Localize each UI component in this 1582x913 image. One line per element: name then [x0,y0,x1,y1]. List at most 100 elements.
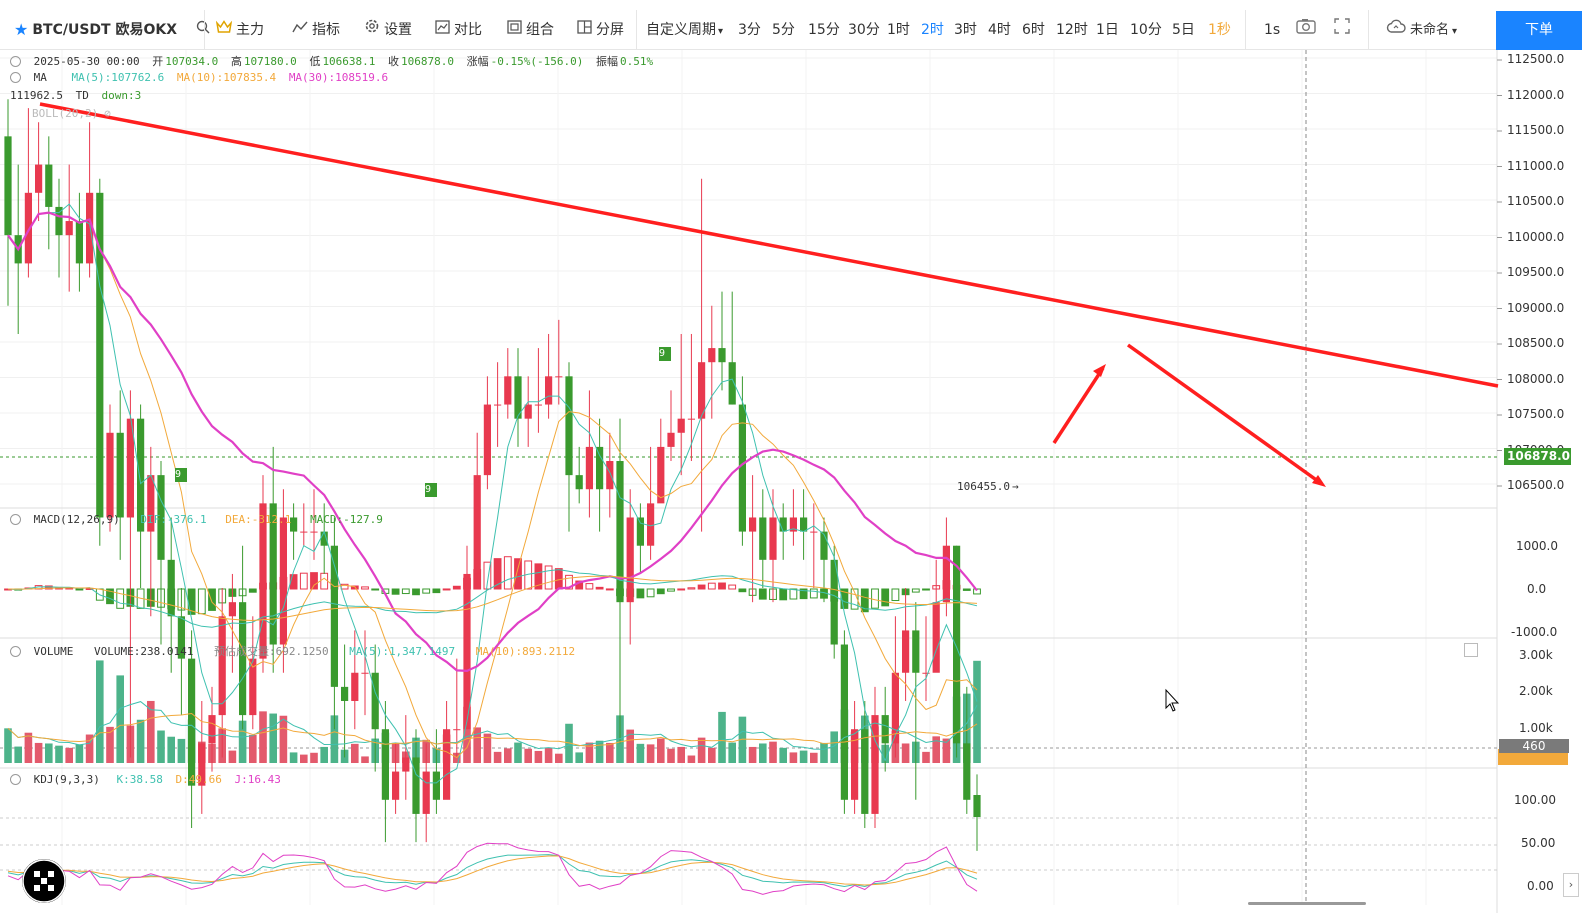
candle-body[interactable] [820,531,828,560]
candle-body[interactable] [65,221,73,236]
candle-body[interactable] [504,376,512,405]
candle-body[interactable] [137,418,145,532]
candle-body[interactable] [279,517,287,645]
candle-body[interactable] [361,672,369,674]
candle-body[interactable] [718,348,726,363]
collapse-toggle-icon[interactable] [10,773,21,785]
screenshot-button[interactable] [1296,0,1320,50]
candle-body[interactable] [320,531,328,546]
candle-body[interactable] [341,686,349,701]
horizontal-scrollbar[interactable] [1248,902,1366,905]
candle-body[interactable] [381,729,389,800]
candle-body[interactable] [432,771,440,800]
period-button-7[interactable]: 4时 [988,22,1011,38]
candle-body[interactable] [412,757,420,814]
candle-body[interactable] [769,517,777,560]
candle-body[interactable] [392,771,400,800]
candle-body[interactable] [647,503,655,546]
candle-body[interactable] [157,475,165,560]
compare-button[interactable]: 对比 [435,0,482,50]
candle-body[interactable] [45,164,53,207]
candle-body[interactable] [116,432,124,518]
collapse-toggle-icon[interactable] [10,645,21,657]
candle-body[interactable] [463,573,471,730]
candle-body[interactable] [443,729,451,800]
candle-body[interactable] [891,672,899,744]
scroll-right-icon[interactable]: › [1563,873,1579,897]
candle-body[interactable] [290,517,298,532]
candle-body[interactable] [861,729,869,814]
candle-body[interactable] [371,672,379,730]
candle-body[interactable] [616,461,624,603]
candle-body[interactable] [106,432,114,518]
candle-body[interactable] [188,658,196,786]
candle-body[interactable] [208,715,216,744]
period-button-5[interactable]: 2时 [921,22,944,38]
period-button-13[interactable]: 1秒 [1208,22,1231,38]
candle-body[interactable] [871,715,879,814]
period-button-1[interactable]: 5分 [772,22,795,38]
candle-body[interactable] [626,517,634,603]
up-arrow[interactable] [1052,367,1105,444]
candle-body[interactable] [779,517,787,532]
search-icon[interactable] [196,0,210,60]
candle-body[interactable] [738,404,746,532]
one-second-button[interactable]: 1s [1264,0,1280,50]
candle-body[interactable] [810,531,818,533]
period-button-0[interactable]: 3分 [738,22,761,38]
candle-body[interactable] [902,630,910,673]
candle-body[interactable] [300,531,308,533]
candle-body[interactable] [932,602,940,673]
candle-body[interactable] [422,771,430,814]
split-screen-button[interactable]: 分屏 [577,0,624,50]
candle-body[interactable] [534,404,542,406]
candle-body[interactable] [330,545,338,687]
candle-body[interactable] [269,503,277,645]
candle-body[interactable] [218,616,226,716]
collapse-toggle-icon[interactable] [10,71,21,83]
period-button-3[interactable]: 30分 [848,22,880,38]
candle-body[interactable] [249,658,257,716]
period-button-10[interactable]: 1日 [1096,22,1119,38]
candle-body[interactable] [259,503,267,659]
candle-body[interactable] [351,672,359,701]
candle-body[interactable] [228,602,236,617]
candle-body[interactable] [677,418,685,433]
candle-body[interactable] [708,348,716,363]
candle-body[interactable] [749,517,757,532]
candle-body[interactable] [800,517,808,532]
period-button-2[interactable]: 15分 [808,22,840,38]
symbol-selector[interactable]: ★ BTC/USDT 欧易OKX [14,0,214,50]
candle-body[interactable] [473,475,481,574]
candle-body[interactable] [126,418,134,518]
candle-body[interactable] [545,376,553,405]
candle-body[interactable] [953,545,961,744]
chart-canvas[interactable] [0,50,1582,913]
candle-body[interactable] [585,446,593,490]
period-button-11[interactable]: 10分 [1130,22,1162,38]
candle-body[interactable] [687,418,695,420]
settings-button[interactable]: 设置 [364,0,412,50]
candle-body[interactable] [453,729,461,731]
fullscreen-button[interactable] [1334,0,1354,50]
star-icon[interactable]: ★ [14,20,29,39]
candle-body[interactable] [789,517,797,532]
candle-body[interactable] [667,432,675,447]
candle-body[interactable] [514,376,522,419]
candle-body[interactable] [881,715,889,744]
candle-body[interactable] [310,531,318,533]
candle-body[interactable] [728,362,736,405]
candle-body[interactable] [494,404,502,406]
indicators-button[interactable]: 指标 [292,0,340,50]
candle-body[interactable] [565,376,573,476]
candle-body[interactable] [851,729,859,800]
candle-body[interactable] [239,602,247,716]
collapse-toggle-icon[interactable] [10,55,21,67]
candle-body[interactable] [636,517,644,546]
candle-body[interactable] [35,164,43,193]
main-force-button[interactable]: 主力 [215,0,264,50]
candle-body[interactable] [555,376,563,378]
candle-body[interactable] [75,221,83,264]
candle-body[interactable] [524,404,532,419]
candle-body[interactable] [963,743,971,800]
